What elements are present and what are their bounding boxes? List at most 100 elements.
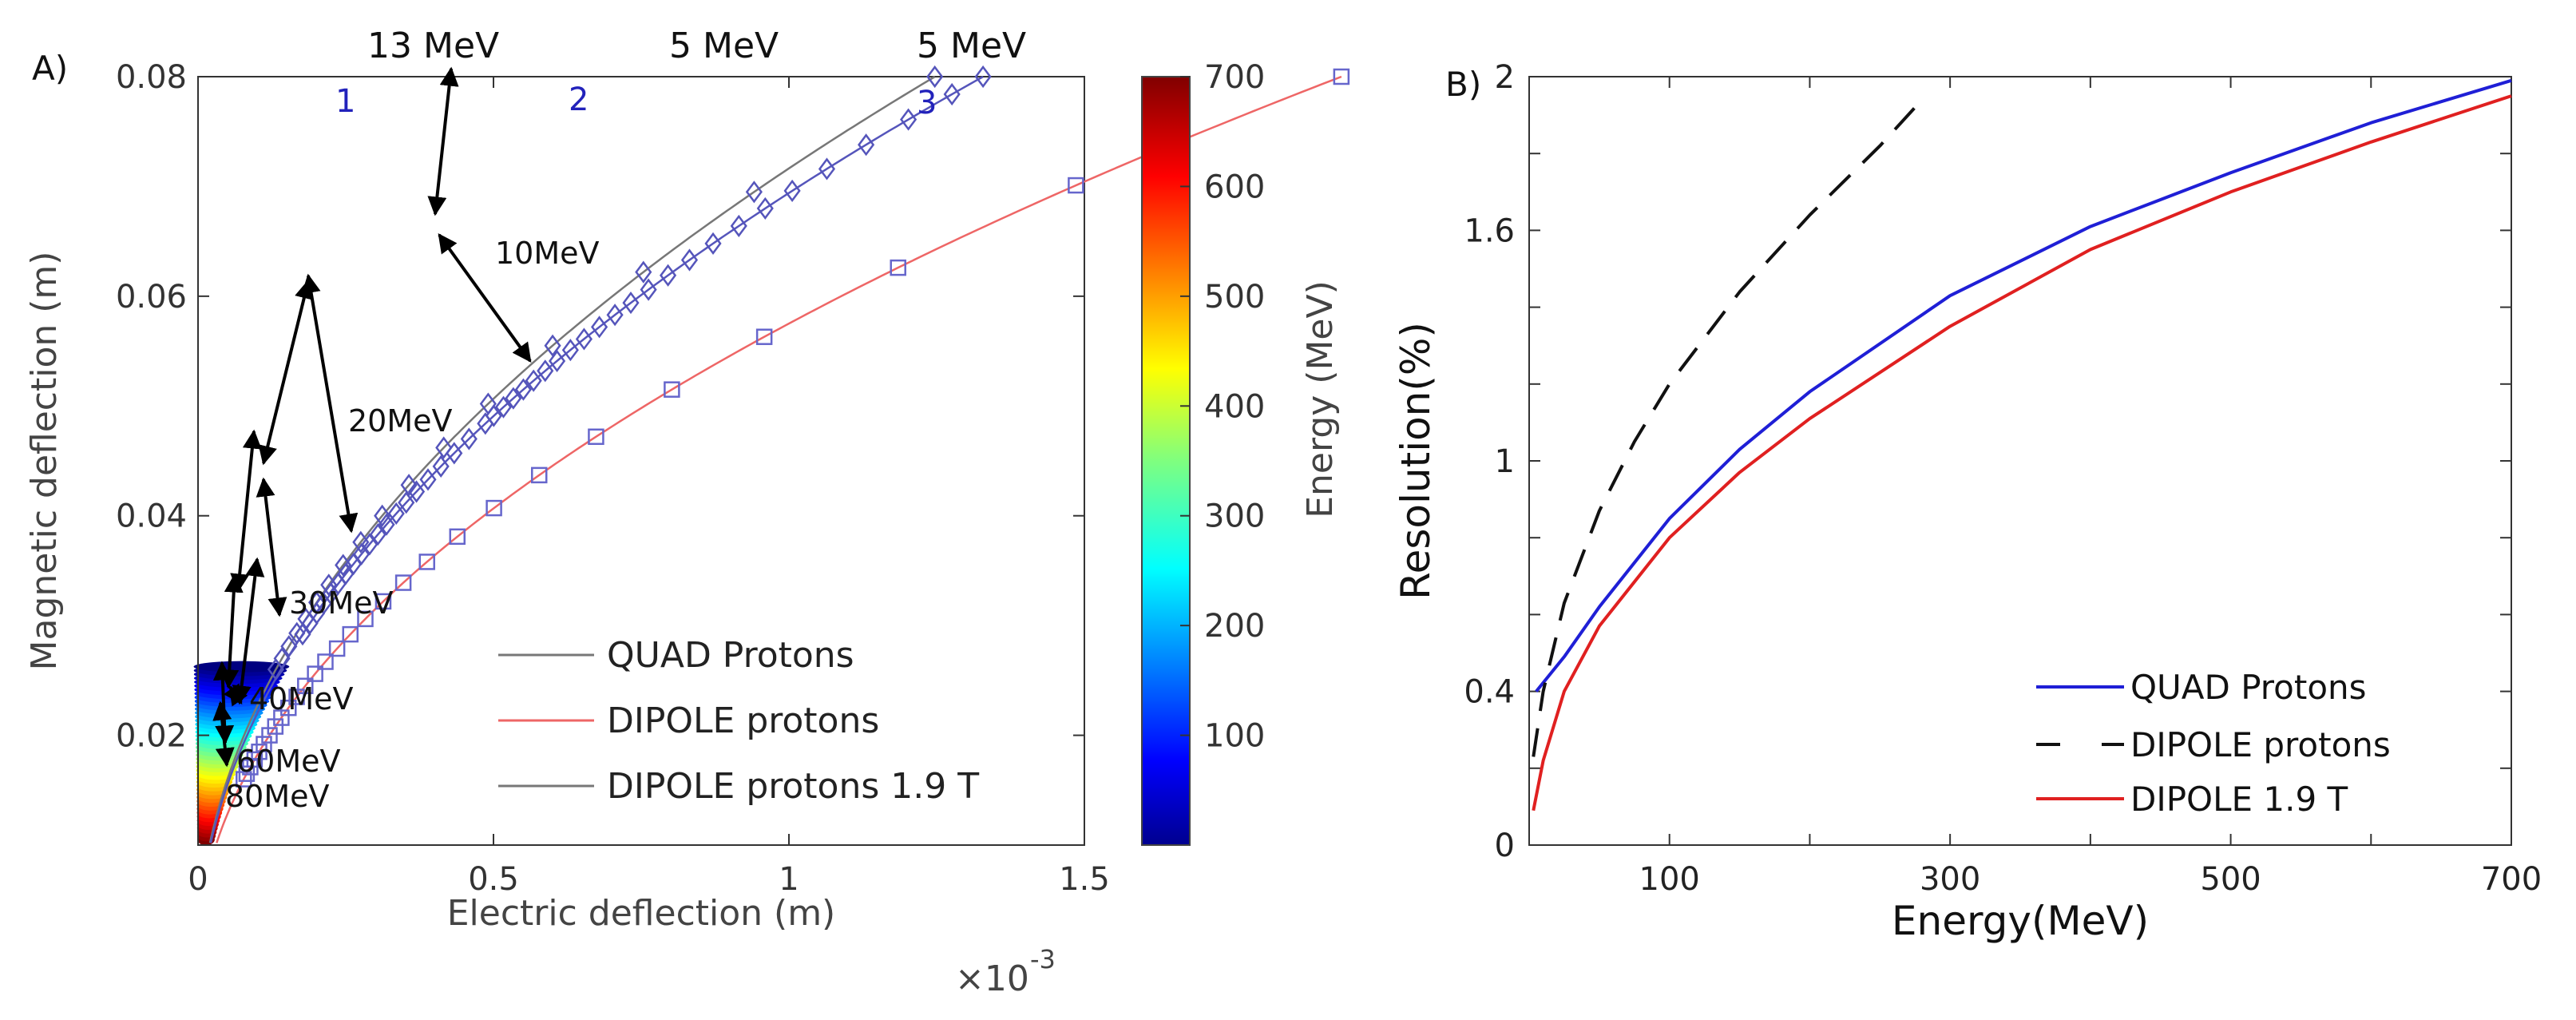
curve-2-marker [858, 133, 875, 157]
curve-3-marker [375, 593, 392, 610]
energy-annotation-40mev: 40MeV [249, 681, 354, 716]
curve-1-marker [544, 334, 561, 357]
panel-b-series-2-line [1532, 98, 1924, 757]
curve-3-marker [342, 625, 359, 643]
panel-a-x-tick-label: 1 [779, 861, 799, 898]
curve-1-marker [288, 621, 306, 645]
curve-3-marker [394, 574, 412, 591]
curve-2-marker [818, 157, 836, 181]
panel-a-markers [236, 65, 1350, 788]
energy-arrow [212, 701, 235, 768]
energy-arrow [256, 477, 287, 617]
curve-2-marker [680, 248, 699, 272]
panel-a-ticks: 0 0.5 1 1.5 0.02 0.04 0.06 0.08 [116, 59, 1110, 898]
curve-3-marker [261, 727, 278, 744]
colorbar-tick-label: 100 [1204, 718, 1265, 755]
panel-a-y-axis-label: Magnetic deflection (m) [24, 252, 65, 671]
top-label-curve-1: 13 MeV [367, 26, 499, 66]
panel-a-x-tick-label: 0.5 [468, 861, 519, 898]
curve-2-marker [514, 378, 532, 401]
curve-2-marker [419, 468, 437, 491]
curve-2-marker [640, 278, 657, 301]
curve-2-marker [591, 316, 608, 339]
curve-2-marker [549, 349, 566, 373]
curve-3-marker [317, 653, 334, 670]
curve-2-marker [525, 369, 542, 392]
curve-2-marker [660, 264, 677, 287]
panel-b-y-tick-label: 0.4 [1464, 674, 1515, 711]
colorbar-label: Energy (MeV) [1300, 280, 1341, 518]
panel-b-curves [1532, 78, 2512, 812]
legend-a-label-quad: QUAD Protons [607, 635, 854, 676]
energy-arrows [212, 66, 532, 768]
curve-2-marker [378, 513, 395, 536]
panel-b-x-tick-label: 500 [2200, 861, 2261, 898]
curve-2-marker [294, 623, 311, 646]
curve-2-marker [460, 427, 478, 450]
panel-b-x-tick-label: 300 [1920, 861, 1980, 898]
panel-b-x-axis-label: Energy(MeV) [1892, 898, 2149, 944]
curve-2-marker [943, 82, 961, 106]
curve-1-marker [635, 260, 652, 284]
curve-2-marker [398, 491, 415, 514]
curve-2-marker [407, 480, 426, 503]
curve-number-3: 3 [917, 85, 937, 121]
curve-1-marker [280, 635, 298, 658]
colorbar-tick-label: 700 [1204, 59, 1265, 96]
legend-a-label-dipole-19: DIPOLE protons 1.9 T [607, 766, 979, 807]
curve-2-marker [561, 339, 579, 362]
curve-1-marker [745, 181, 763, 204]
curve-2-marker [575, 327, 593, 351]
panel-b-x-tick-label: 100 [1639, 861, 1700, 898]
curve-1-marker [926, 65, 944, 89]
curve-1-marker [374, 504, 391, 527]
colorbar-tick-label: 300 [1204, 498, 1265, 535]
panel-a-axes-box [197, 76, 1085, 846]
curve-2-marker [756, 196, 774, 220]
curve-1-line [208, 75, 936, 843]
curve-3-marker [664, 381, 680, 398]
curve-2-marker [974, 65, 992, 89]
panel-a-label: A) [32, 49, 68, 88]
panel-b-series-3-line [1532, 94, 2512, 812]
panel-b-label: B) [1445, 65, 1481, 104]
curve-2-marker [446, 442, 463, 465]
panel-b-y-tick-label: 1.6 [1464, 212, 1515, 249]
x-scale-base: ×10 [955, 958, 1029, 999]
curve-2-marker [485, 404, 502, 427]
panel-a-y-tick-label: 0.08 [116, 59, 187, 96]
energy-annotation-10mev: 10MeV [495, 236, 600, 271]
energy-arrow [258, 279, 314, 466]
legend-b-label-dipole-19: DIPOLE 1.9 T [2130, 780, 2348, 819]
panel-b-y-tick-label: 1 [1495, 443, 1515, 480]
curve-2-marker [606, 304, 624, 327]
curve-number-1: 1 [335, 83, 355, 120]
legend-b-label-quad: QUAD Protons [2130, 668, 2367, 707]
curve-1-marker [400, 474, 418, 497]
legend-a-label-dipole: DIPOLE protons [607, 701, 879, 741]
energy-annotation-20mev: 20MeV [348, 403, 453, 439]
curve-2-marker [730, 214, 747, 237]
panel-b-y-tick-label: 0 [1495, 828, 1515, 864]
panel-b-x-tick-label: 700 [2481, 861, 2542, 898]
curve-3-marker [236, 771, 252, 788]
curve-1-marker [435, 436, 453, 459]
curve-1-marker [307, 591, 326, 614]
panel-b-y-axis-label: Resolution(%) [1393, 322, 1439, 600]
legend-b-label-dipole: DIPOLE protons [2130, 725, 2391, 764]
curve-3-marker [307, 665, 323, 682]
curve-2-marker [477, 412, 494, 435]
panel-a-x-axis-label: Electric deflection (m) [447, 893, 835, 934]
curve-2-marker [432, 454, 450, 478]
panel-b-series-1-line [1535, 78, 2512, 693]
panel-b-legend: QUAD Protons DIPOLE protons DIPOLE 1.9 T [2036, 668, 2391, 819]
curve-2-line [209, 75, 984, 843]
colorbar-tick-label: 600 [1204, 169, 1265, 205]
panel-a-x-tick-label: 0 [188, 861, 208, 898]
curve-2-marker [783, 179, 801, 203]
curve-2-marker [505, 387, 522, 410]
energy-annotation-60mev: 60MeV [236, 744, 341, 779]
curve-3-marker [418, 554, 435, 570]
curve-2-marker [622, 292, 640, 315]
colorbar-tick-label: 500 [1204, 279, 1265, 316]
